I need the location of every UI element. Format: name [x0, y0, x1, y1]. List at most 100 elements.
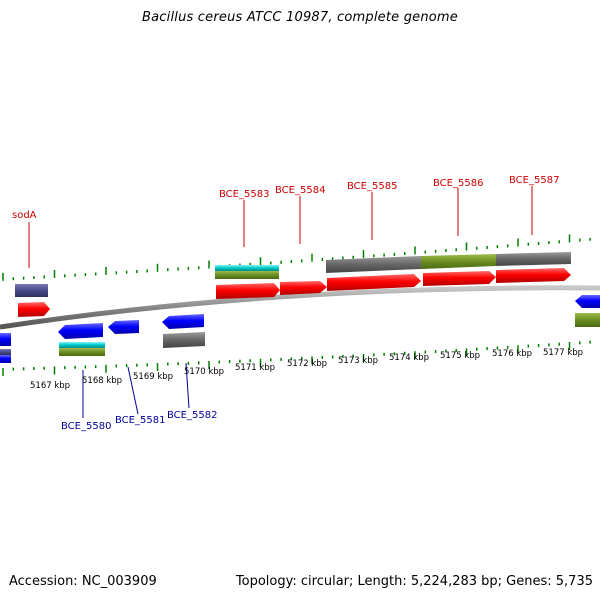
minor-tick — [445, 249, 447, 253]
major-tick — [259, 358, 262, 367]
forward-gene-labels: sodA BCE_5583 BCE_5584 BCE_5585 BCE_5586… — [12, 175, 559, 221]
cds-arrow-bce-5583[interactable] — [216, 283, 280, 299]
minor-tick — [270, 261, 272, 265]
minor-tick — [527, 344, 530, 348]
minor-tick — [331, 355, 334, 359]
minor-tick — [43, 366, 45, 370]
genome-summary-text: Topology: circular; Length: 5,224,283 bp… — [235, 574, 593, 589]
minor-tick — [300, 259, 303, 263]
cds-arrow-bce-5586[interactable] — [423, 271, 496, 286]
tick-label: 5172 kbp — [287, 359, 327, 369]
gene-label[interactable]: BCE_5586 — [433, 178, 483, 189]
minor-tick — [476, 246, 478, 250]
minor-tick — [228, 360, 231, 364]
minor-tick — [94, 365, 97, 369]
cog-box[interactable] — [215, 271, 279, 279]
gene-label[interactable]: BCE_5583 — [219, 189, 269, 200]
gene-label[interactable]: sodA — [12, 210, 37, 221]
minor-tick — [270, 358, 272, 362]
minor-tick — [218, 360, 221, 364]
major-tick — [53, 366, 56, 375]
minor-tick — [321, 257, 324, 261]
cog-box[interactable] — [326, 256, 421, 273]
reverse-gene-labels: BCE_5580 BCE_5581 BCE_5582 — [61, 410, 217, 432]
cds-arrow-bce-5584[interactable] — [280, 281, 327, 295]
minor-tick — [280, 357, 282, 361]
major-tick — [517, 345, 519, 354]
cog-box[interactable] — [0, 349, 11, 355]
minor-tick — [115, 364, 118, 368]
minor-tick — [486, 245, 488, 249]
minor-tick — [476, 347, 478, 351]
cog-box[interactable] — [59, 348, 105, 356]
cog-box[interactable] — [575, 313, 600, 327]
cog-box[interactable] — [421, 254, 496, 269]
gene-label[interactable]: BCE_5584 — [275, 185, 325, 196]
minor-tick — [352, 255, 354, 259]
minor-tick — [506, 244, 509, 248]
gene-label[interactable]: BCE_5582 — [167, 410, 217, 421]
minor-tick — [589, 340, 591, 344]
gene-label[interactable]: BCE_5585 — [347, 181, 397, 192]
major-tick — [208, 260, 210, 269]
cds-arrow-bce-5582[interactable] — [162, 314, 204, 329]
minor-tick — [579, 238, 581, 242]
minor-tick — [383, 253, 385, 257]
major-tick — [53, 269, 56, 278]
minor-tick — [64, 366, 66, 370]
minor-tick — [197, 361, 200, 365]
minor-tick — [187, 266, 190, 270]
minor-tick — [74, 365, 76, 369]
cog-box[interactable] — [163, 332, 205, 348]
tick-label: 5168 kbp — [82, 376, 122, 386]
minor-tick — [300, 356, 303, 360]
minor-tick — [22, 367, 25, 371]
major-tick — [208, 360, 210, 369]
minor-tick — [125, 364, 128, 368]
minor-tick — [33, 276, 35, 280]
cds-arrow-right-edge[interactable] — [575, 295, 600, 308]
outer-tick-row — [2, 234, 591, 281]
minor-tick — [537, 343, 540, 347]
cds-arrow-bce-5581[interactable] — [108, 320, 139, 334]
cds-arrow-bce-5580[interactable] — [58, 323, 103, 339]
minor-tick — [187, 361, 190, 365]
minor-tick — [548, 241, 550, 245]
major-tick — [568, 234, 571, 243]
cog-box[interactable] — [496, 252, 571, 266]
minor-tick — [455, 348, 457, 352]
minor-tick — [43, 275, 45, 279]
coordinate-labels: 5167 kbp 5168 kbp 5169 kbp 5170 kbp 5171… — [30, 348, 583, 391]
minor-tick — [403, 351, 406, 355]
cog-box[interactable] — [59, 342, 105, 348]
minor-tick — [579, 341, 581, 345]
cds-arrow-bce-5585[interactable] — [327, 274, 421, 291]
genome-backbone — [0, 285, 600, 330]
cds-arrow-bce-5587[interactable] — [496, 268, 571, 283]
cds-arrow-sodA[interactable] — [18, 302, 50, 317]
minor-tick — [249, 262, 251, 266]
major-tick — [414, 246, 416, 255]
cog-box[interactable] — [0, 355, 11, 363]
minor-tick — [22, 276, 25, 280]
gene-label[interactable]: BCE_5587 — [509, 175, 559, 186]
major-tick — [311, 253, 313, 262]
gene-label[interactable]: BCE_5581 — [115, 415, 165, 426]
minor-tick — [64, 274, 66, 278]
minor-tick — [496, 346, 499, 350]
cds-arrow-left-edge[interactable] — [0, 333, 11, 346]
tick-label: 5170 kbp — [184, 367, 224, 377]
cog-box[interactable] — [15, 284, 48, 297]
minor-tick — [558, 240, 560, 244]
cog-box[interactable] — [215, 265, 279, 271]
minor-tick — [548, 343, 550, 347]
gene-label[interactable]: BCE_5580 — [61, 421, 111, 432]
tick-label: 5174 kbp — [389, 353, 429, 363]
minor-tick — [84, 365, 87, 369]
major-tick — [156, 362, 159, 371]
tick-label: 5169 kbp — [133, 372, 173, 382]
minor-tick — [434, 350, 437, 354]
minor-tick — [290, 260, 293, 264]
minor-tick — [424, 250, 427, 254]
minor-tick — [589, 237, 591, 241]
